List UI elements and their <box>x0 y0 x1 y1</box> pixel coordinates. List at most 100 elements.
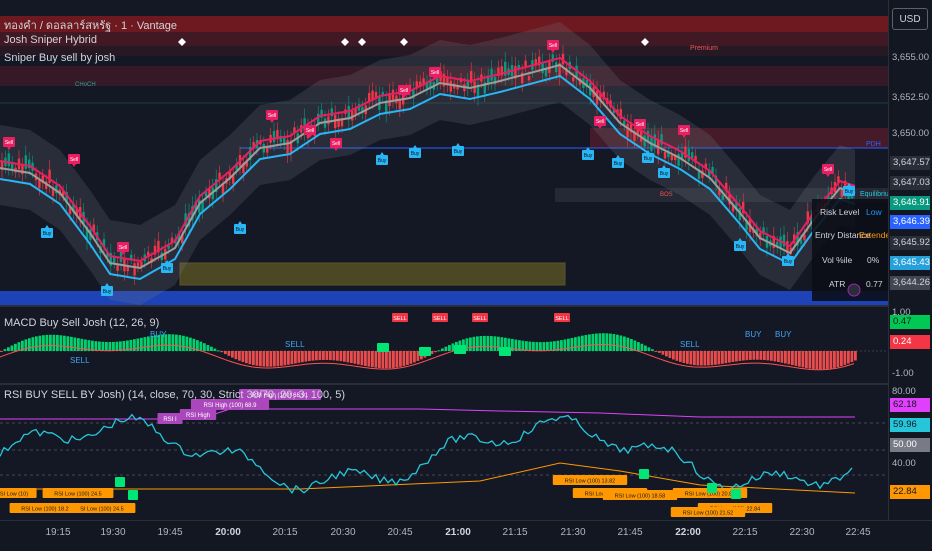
macd-canvas[interactable]: BUY BUY BUY SELL SELL SELL SELL SELL SELL SELL <box>0 307 888 383</box>
macd-histogram-bar <box>665 351 668 357</box>
candle-body <box>731 205 735 212</box>
currency-button[interactable]: USD <box>892 8 928 30</box>
pane-divider[interactable] <box>0 383 932 385</box>
indicator-legend-hybrid[interactable]: Josh Sniper Hybrid <box>4 34 97 46</box>
macd-histogram-bar <box>374 351 378 368</box>
macd-histogram-bar <box>465 338 469 351</box>
buy-flag-pointer <box>380 152 384 155</box>
buy-flag-text: Buy <box>163 266 172 272</box>
sell-flag <box>3 137 15 147</box>
diamond-marker <box>400 38 408 46</box>
macd-histogram-bar <box>612 334 616 351</box>
candle-body <box>102 239 106 247</box>
candle-body <box>708 169 711 177</box>
macd-histogram-bar <box>840 351 843 367</box>
sell-flag-text: Sell <box>824 167 832 173</box>
time-label: 19:15 <box>45 527 71 538</box>
macd-histogram-bar <box>696 351 700 366</box>
macd-histogram-bar <box>283 351 287 366</box>
info-vol-value: 0% <box>867 255 880 265</box>
candle-body <box>116 264 119 271</box>
candle-body <box>629 122 633 133</box>
macd-histogram-bar <box>798 351 801 367</box>
macd-histogram-bar <box>63 335 66 351</box>
macd-histogram-bar <box>21 340 24 351</box>
macd-histogram-bar <box>399 351 402 367</box>
macd-histogram-bar <box>311 351 315 361</box>
buy-flag-text: Buy <box>660 171 669 177</box>
macd-histogram-bar <box>801 351 805 368</box>
rsi-canvas[interactable]: RSI High (100) 68.91 RSI High (100) 68.9 R… <box>0 385 888 520</box>
candle-body <box>772 235 775 248</box>
macd-histogram-bar <box>360 351 364 366</box>
info-panel-bg <box>812 199 888 301</box>
macd-histogram-bar <box>325 351 329 360</box>
info-entry-label: Entry Distance <box>815 230 871 240</box>
rsi-low-label: RSI Low (100) 24.5 <box>76 507 123 513</box>
rsi-low-label-bg <box>64 503 136 513</box>
macd-histogram-bar <box>451 343 455 351</box>
candle-body <box>119 250 123 262</box>
rsi-line <box>0 413 853 495</box>
candle-body <box>521 72 524 84</box>
macd-histogram-bar <box>430 351 434 355</box>
macd-histogram-bar <box>406 351 409 365</box>
sell-flag <box>68 154 80 164</box>
macd-histogram-bar <box>633 340 637 351</box>
candle-body <box>113 257 116 263</box>
price-tag: 3,646.39 <box>890 215 930 229</box>
buy-flag-text: Buy <box>845 189 854 195</box>
buy-flag-pointer <box>413 145 417 148</box>
buy-flag <box>582 150 594 160</box>
candle-body <box>660 134 663 145</box>
macd-histogram-bar <box>388 351 392 369</box>
macd-histogram-bar <box>252 351 255 366</box>
pane-divider[interactable] <box>0 305 932 307</box>
rsi-legend[interactable]: RSI BUY SELL BY Josh) (14, close, 70, 30… <box>4 389 345 401</box>
macd-buy-flag <box>419 347 431 356</box>
rsi-pane[interactable]: RSI High (100) 68.91 RSI High (100) 68.9 R… <box>0 385 888 520</box>
time-label: 22:45 <box>845 527 871 538</box>
price-chart-canvas[interactable]: Premium PDH Equilibrium BOS CHoCH Sell Sell Sel… <box>0 0 888 305</box>
candle-body <box>330 108 333 117</box>
macd-histogram-bar <box>724 351 728 364</box>
macd-sell-label: SELL <box>680 340 700 349</box>
macd-sell-flag <box>472 313 488 322</box>
symbol-title[interactable]: ทองคำ / ดอลลาร์สหรัฐ · 1 · Vantage <box>4 20 178 32</box>
candle-body <box>92 224 95 232</box>
sell-flag <box>330 138 342 148</box>
candle-body <box>677 153 680 166</box>
macd-legend[interactable]: MACD Buy Sell Josh (12, 26, 9) <box>4 317 160 329</box>
buy-flag-pointer <box>45 225 49 228</box>
macd-histogram-bar <box>808 351 812 369</box>
sell-flag-pointer <box>598 126 602 129</box>
candle-body <box>38 179 41 189</box>
macd-tick: 1.00 <box>892 307 911 318</box>
macd-histogram-bar <box>619 335 623 351</box>
sell-flag-pointer <box>72 164 76 167</box>
macd-histogram-bar <box>535 342 539 351</box>
price-chart-pane[interactable]: Premium PDH Equilibrium BOS CHoCH Sell Sell Sel… <box>0 0 888 305</box>
price-tag: 3,645.43 <box>890 256 930 270</box>
macd-histogram-bar <box>556 340 560 351</box>
candle-body <box>334 114 337 129</box>
sell-flag-text: Sell <box>268 113 276 119</box>
candle-body <box>242 163 245 174</box>
macd-histogram-bar <box>738 351 742 361</box>
macd-sell-flag-text: SELL <box>555 316 568 322</box>
rsi-buy-flag <box>128 490 138 500</box>
candle-body <box>133 263 136 276</box>
time-axis[interactable] <box>0 520 932 551</box>
buy-flag-text: Buy <box>378 158 387 164</box>
macd-histogram-bar <box>745 351 749 361</box>
macd-histogram-bar <box>546 341 549 351</box>
candle-body <box>663 151 667 159</box>
indicator-legend-sniper[interactable]: Sniper Buy sell by josh <box>4 52 116 64</box>
macd-buy-label: BUY <box>745 330 762 339</box>
macd-pane[interactable]: BUY BUY BUY SELL SELL SELL SELL SELL SELL SELL MA… <box>0 307 888 383</box>
pdh-label: PDH <box>866 141 881 148</box>
macd-histogram-bar <box>322 351 325 360</box>
macd-histogram-bar <box>472 336 476 351</box>
macd-histogram-bar <box>273 351 276 367</box>
macd-histogram-bar <box>640 343 644 351</box>
